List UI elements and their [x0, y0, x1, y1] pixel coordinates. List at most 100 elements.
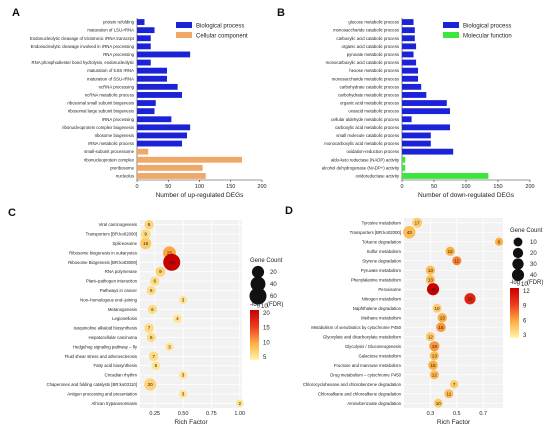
category-label: organic acid catabolic process [341, 44, 399, 49]
term-label: Pathways in cancer [100, 288, 138, 293]
size-legend-label: 40 [530, 273, 537, 279]
color-legend-title-tail: (FDR) [527, 280, 543, 286]
bar [402, 92, 427, 98]
term-label: Hepatocellular carcinoma [89, 335, 138, 340]
bubble [178, 295, 188, 304]
panel-letter: C [8, 207, 16, 219]
bar [137, 75, 167, 82]
term-label: Metanogenesis [108, 307, 137, 312]
category-label: pyruvate metabolic process [347, 52, 399, 57]
size-legend-dot [512, 258, 524, 270]
term-label: Transporters [BR:ko02000] [86, 232, 137, 237]
bubble [426, 283, 440, 296]
x-tick-label: 100 [195, 184, 204, 190]
size-legend-title: Gene Count [250, 258, 283, 264]
bar [402, 43, 417, 50]
size-legend-label: 60 [270, 294, 277, 300]
bar [137, 116, 172, 123]
bar [137, 164, 203, 171]
category-label: nucleolus [116, 173, 134, 178]
bubble-label: 13 [428, 277, 434, 282]
category-label: Endonucleolytic cleavage of tricistronic… [30, 36, 135, 41]
term-label: Chaperones and folding catalysts [BR:ko0… [47, 382, 137, 387]
bar [137, 156, 242, 163]
x-tick-label: 0.75 [206, 411, 217, 417]
bubble-label: 3 [182, 391, 185, 396]
bar [402, 173, 489, 179]
category-label: RNA phosphodiester bond hydrolysis, endo… [32, 60, 135, 65]
bar [402, 108, 450, 115]
bar [402, 164, 406, 171]
category-label: rRNA metabolic process [88, 141, 134, 146]
x-tick-label: 50 [431, 184, 437, 190]
bubble [148, 351, 159, 362]
bar [402, 116, 412, 123]
x-tick-label: 200 [525, 184, 534, 190]
color-legend-bar [510, 288, 519, 338]
bar [137, 43, 151, 50]
bubble-label: 40 [430, 287, 436, 292]
legend-swatch [176, 22, 192, 28]
category-label: glucose metabolic process [348, 20, 399, 25]
bubble [445, 246, 455, 256]
term-label: Drug metabolism – cytochrome P450 [330, 372, 401, 377]
category-label: maturation of SSU-rRNA [87, 76, 134, 81]
bubble-label: 11 [454, 258, 459, 263]
bar [137, 67, 167, 74]
category-label: rRNA processing [102, 117, 135, 122]
bubble-label: 6 [153, 279, 156, 284]
size-legend-dot [249, 287, 267, 305]
term-label: Isoquinoline alkaloid biosynthesis [73, 326, 137, 331]
bubble-label: 15 [143, 241, 149, 246]
legend-swatch [443, 22, 459, 28]
plot-background [404, 218, 503, 408]
bar [402, 59, 417, 66]
category-label: organic acid metabolic process [340, 101, 399, 106]
term-label: Chloroalkane and chloroalkene degradatio… [318, 391, 402, 396]
color-legend-title: -log [510, 280, 520, 286]
bubble [428, 360, 438, 371]
bubble-label: 12 [428, 334, 434, 339]
category-label: carboxylic acid catabolic process [336, 36, 399, 41]
bar [402, 35, 415, 42]
term-label: Sulfur metabolism [367, 249, 402, 254]
bubble [449, 380, 459, 389]
color-legend-label: 20 [263, 311, 270, 317]
term-label: Spliceosome [112, 241, 137, 246]
category-label: small-subunit processome [84, 149, 135, 154]
category-label: ribosomal large subunit biogenesis [68, 109, 134, 114]
bubble-label: 25 [167, 250, 173, 255]
bubble [425, 332, 435, 342]
category-label: RNA processing [103, 52, 134, 57]
bubble-label: 4 [176, 316, 179, 321]
term-label: Fluid shear stress and atherosclerosis [65, 354, 137, 359]
term-label: Toluene degradation [362, 239, 402, 244]
bubble [235, 399, 244, 408]
x-tick-label: 100 [461, 184, 470, 190]
bubble-label: 12 [432, 372, 438, 377]
term-label: Glycolysis / Gluconeogenesis [345, 344, 401, 349]
legend-label: Biological process [196, 24, 244, 30]
bubble [425, 275, 436, 285]
category-label: cellular aldehyde metabolic process [331, 117, 399, 122]
bar [137, 27, 155, 34]
bubble [178, 371, 188, 380]
color-legend-title-tail: (FDR) [267, 302, 283, 308]
bar [402, 27, 415, 34]
size-legend-label: 20 [270, 270, 277, 276]
term-label: Aminobenzoate degradation [347, 401, 401, 406]
size-legend-title: Gene Count [510, 228, 543, 234]
category-label: Endonucleolytic cleavage involved in rRN… [31, 44, 135, 49]
term-label: RNA polymerase [105, 269, 138, 274]
category-label: maturation of LSU-rRNA [87, 28, 134, 33]
term-label: Ribosome Biogenesis [BR:ko03009] [68, 260, 137, 265]
color-legend-label: 9 [523, 304, 527, 310]
size-legend-dot [251, 265, 265, 279]
category-label: small molecule catabolic process [336, 133, 399, 138]
term-label: Pyruvate metabolism [361, 268, 402, 273]
category-label: monocarboxylic acid metabolic process [324, 141, 399, 146]
bubble-label: 7 [152, 354, 155, 359]
bubble-label: 6 [150, 288, 153, 293]
bubble [437, 313, 447, 323]
bar [137, 124, 191, 131]
